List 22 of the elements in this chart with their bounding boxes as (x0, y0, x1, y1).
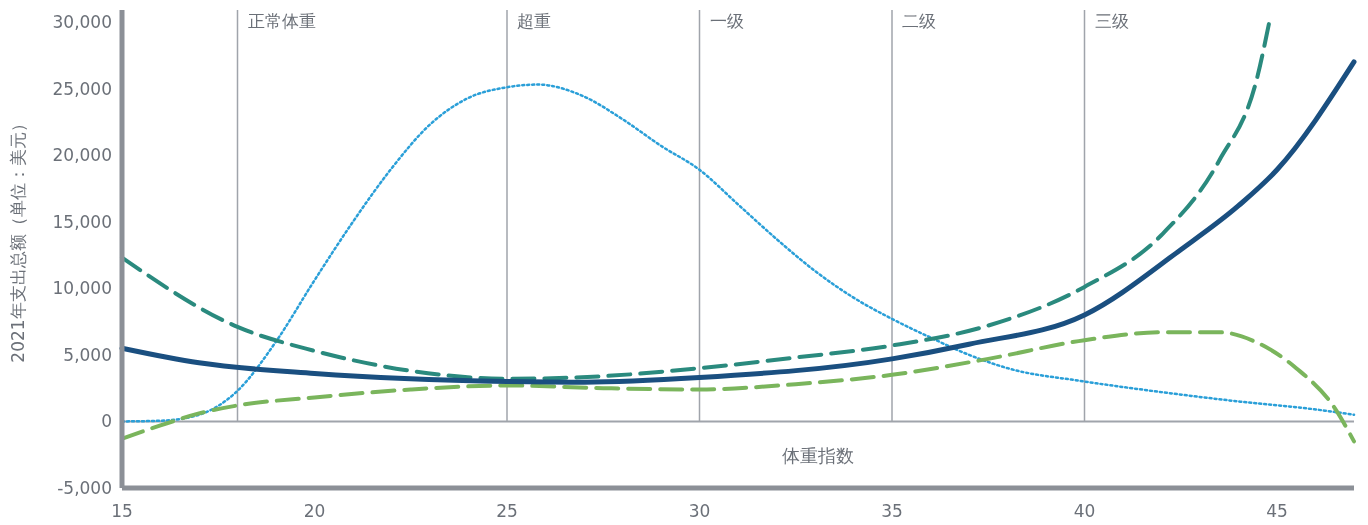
y-tick-label: 5,000 (63, 344, 112, 365)
x-tick-label: 15 (111, 501, 133, 521)
x-tick-label: 35 (881, 501, 903, 521)
ref-line-label: 三级 (1094, 11, 1129, 31)
x-tick-label: 45 (1266, 501, 1288, 521)
x-tick-label: 20 (303, 501, 326, 521)
ref-line-label: 超重 (517, 11, 551, 31)
ref-line-label: 正常体重 (247, 11, 316, 31)
y-tick-label: 15,000 (52, 211, 112, 232)
y-tick-label: -5,000 (57, 477, 112, 498)
x-tick-label: 30 (688, 501, 711, 521)
y-axis-title: 2021年支出总额（单位：美元） (8, 115, 28, 363)
y-tick-label: 25,000 (52, 78, 112, 99)
y-tick-label: 20,000 (52, 145, 112, 166)
y-tick-label: 0 (101, 411, 112, 432)
x-tick-label: 25 (496, 501, 518, 521)
x-axis-title: 体重指数 (782, 445, 854, 466)
y-tick-label: 30,000 (52, 11, 112, 32)
ref-line-label: 二级 (902, 11, 936, 31)
x-tick-label: 40 (1073, 501, 1096, 521)
y-tick-label: 10,000 (52, 278, 112, 299)
ref-line-label: 一级 (709, 11, 744, 31)
